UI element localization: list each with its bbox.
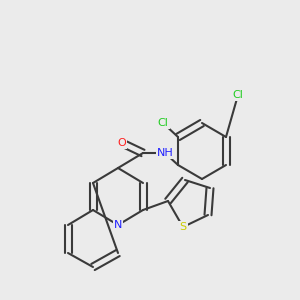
Text: S: S [179,222,187,232]
Text: NH: NH [157,148,173,158]
Text: Cl: Cl [232,90,243,100]
Text: Cl: Cl [158,118,168,128]
Text: O: O [118,138,126,148]
Text: N: N [114,220,122,230]
